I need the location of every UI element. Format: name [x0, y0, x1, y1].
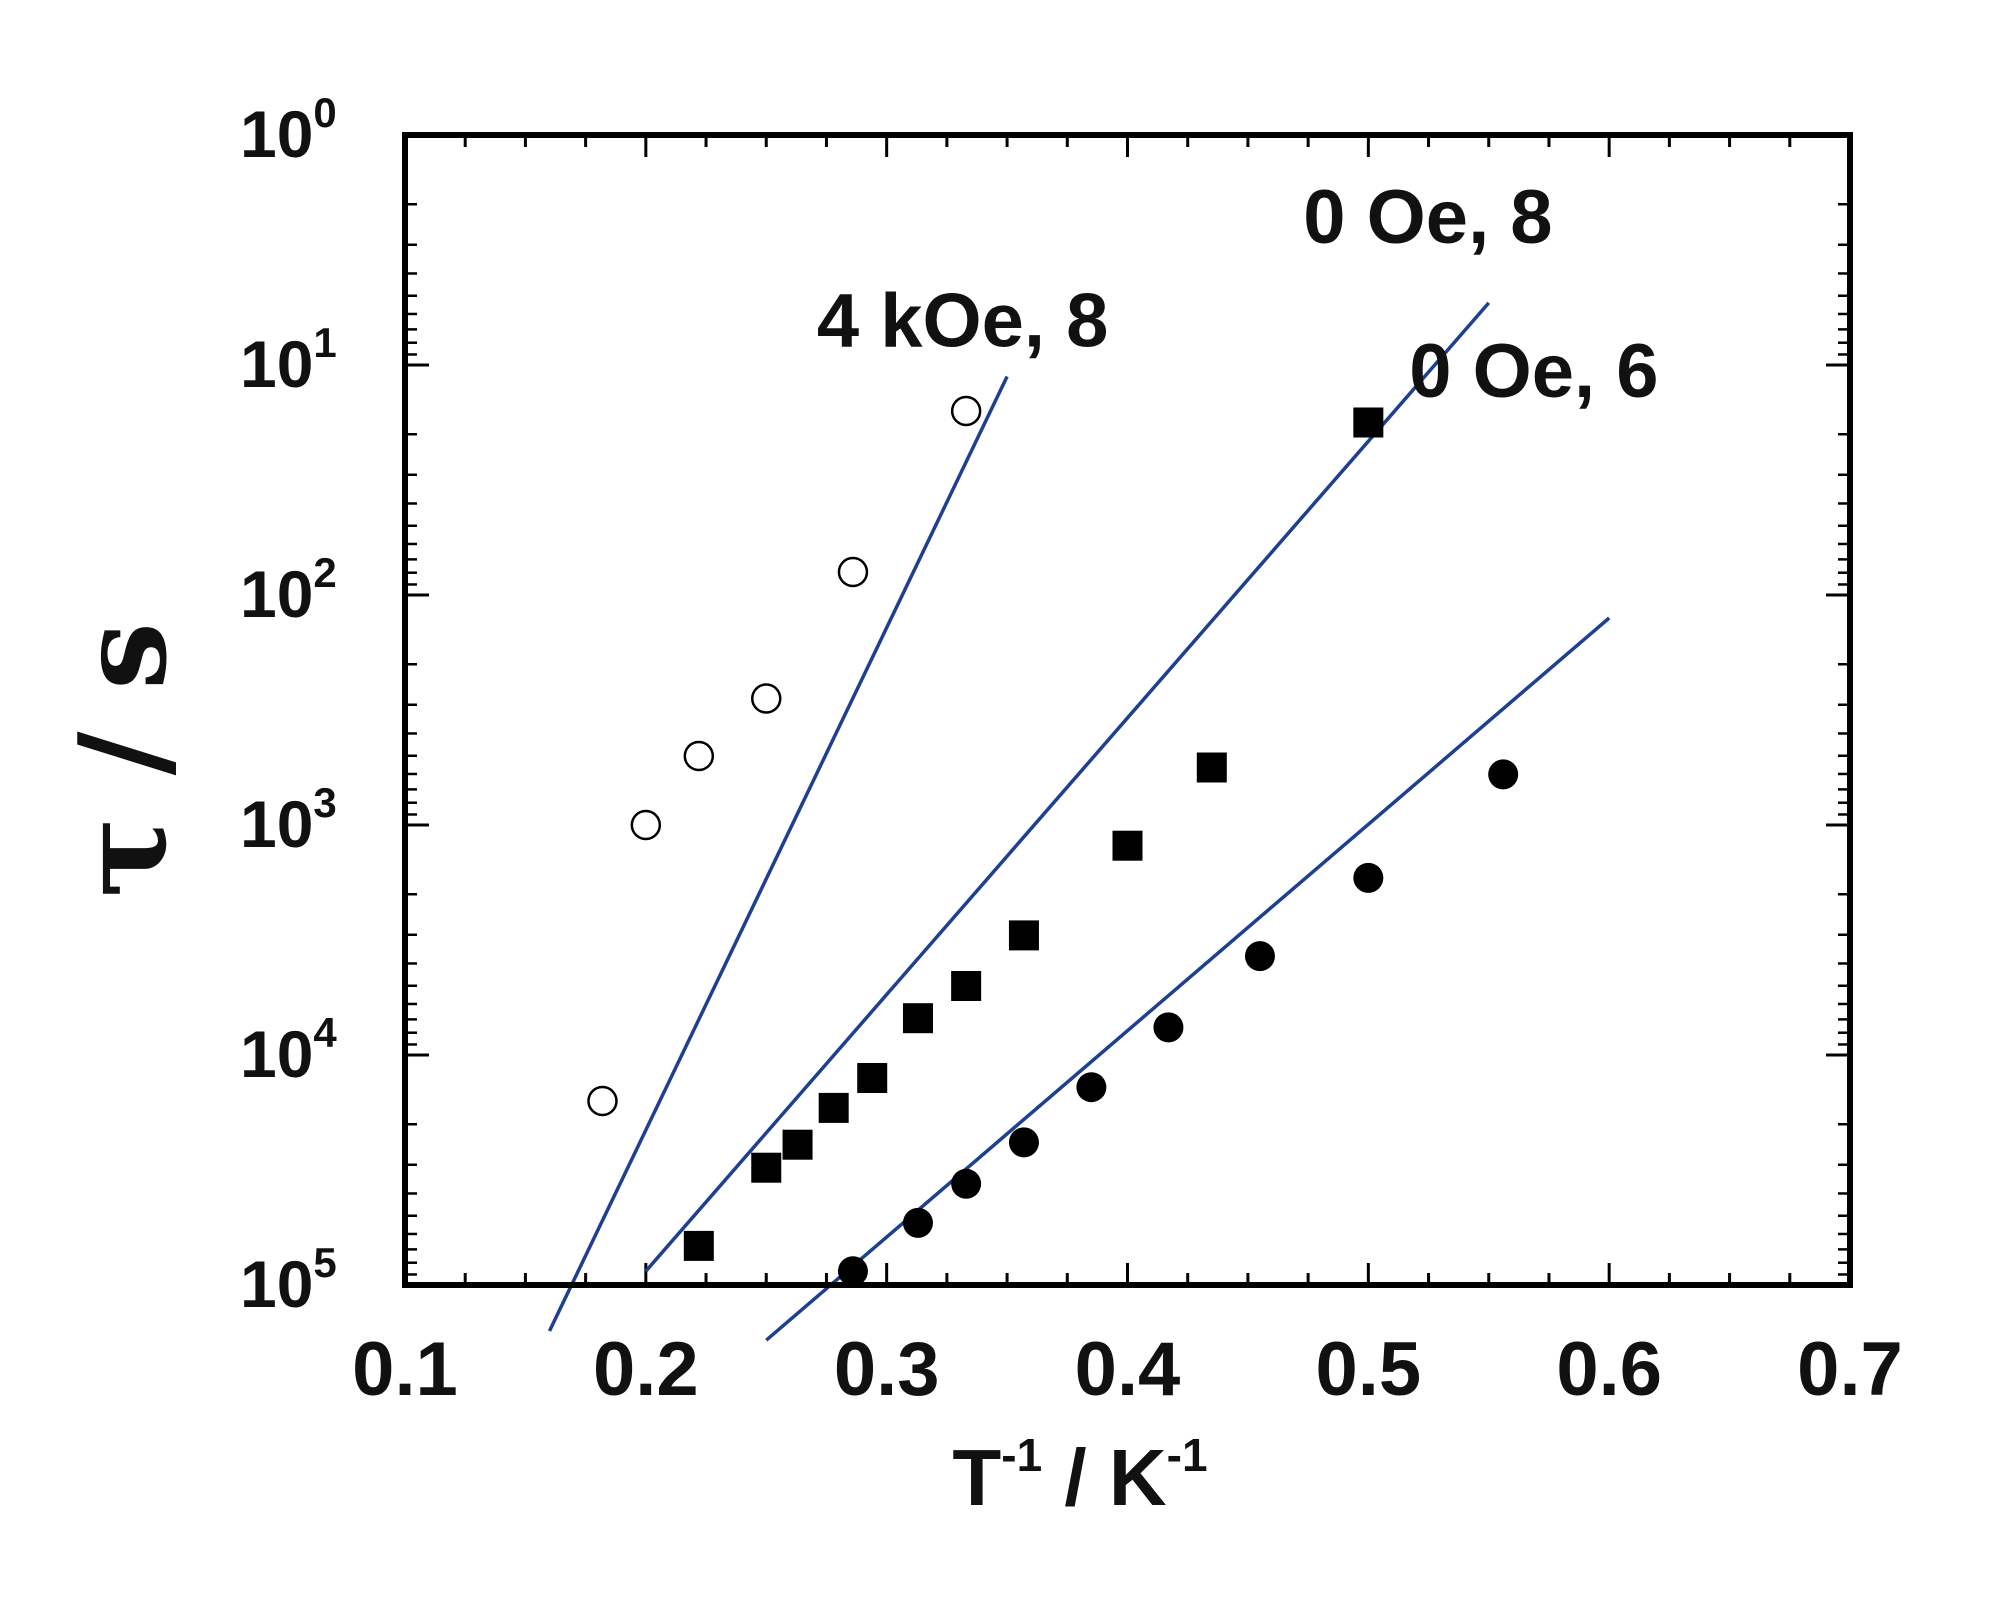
- open-circle-marker: [751, 683, 782, 714]
- x-tick-label: 0.2: [593, 1327, 699, 1412]
- fit-line: [765, 616, 1611, 1342]
- x-tick-labels: 0.1 0.2 0.3 0.4 0.5 0.6 0.7: [352, 1327, 1903, 1412]
- x-axis-title: T-1 / K-1: [952, 1429, 1207, 1522]
- series-annotation: 0 Oe, 6: [1409, 329, 1658, 414]
- y-tick-label: 100: [240, 89, 337, 171]
- square-marker: [1112, 830, 1143, 861]
- filled-circle-marker: [1488, 759, 1519, 790]
- square-marker: [1353, 407, 1384, 438]
- filled-circle-marker: [1008, 1127, 1039, 1158]
- square-marker: [857, 1063, 888, 1093]
- x-tick-label: 0.1: [352, 1327, 458, 1412]
- filled-circle-marker: [837, 1256, 868, 1287]
- data-points: [587, 395, 1519, 1287]
- filled-circle-marker: [1244, 941, 1275, 972]
- y-axis-title: τ / s: [53, 622, 194, 898]
- square-marker: [683, 1230, 714, 1261]
- open-circle-marker: [837, 556, 869, 588]
- square-marker: [782, 1129, 813, 1160]
- x-tick-label: 0.4: [1075, 1327, 1181, 1412]
- y-tick-label: 101: [240, 319, 337, 401]
- y-tick-label: 103: [240, 779, 337, 861]
- filled-circle-marker: [1353, 862, 1384, 893]
- filled-circle-marker: [902, 1207, 933, 1238]
- fit-line: [644, 301, 1491, 1273]
- series-annotations: 4 kOe, 8 0 Oe, 8 0 Oe, 6: [817, 175, 1659, 414]
- fit-line: [547, 375, 1009, 1332]
- x-tick-label: 0.7: [1797, 1327, 1903, 1412]
- square-marker: [951, 971, 982, 1001]
- square-marker: [1008, 920, 1039, 951]
- fit-lines: [547, 301, 1611, 1342]
- axis-ticks: [403, 133, 1852, 1287]
- series-annotation: 0 Oe, 8: [1303, 175, 1552, 260]
- y-tick-label: 102: [240, 549, 337, 631]
- filled-circle-marker: [1076, 1072, 1107, 1103]
- square-marker: [818, 1092, 849, 1123]
- y-tick-label: 104: [240, 1009, 337, 1091]
- square-marker: [751, 1152, 782, 1183]
- y-tick-label: 105: [240, 1239, 337, 1321]
- x-tick-label: 0.3: [834, 1327, 940, 1412]
- square-marker: [902, 1003, 933, 1034]
- open-circle-marker: [587, 1085, 618, 1117]
- x-tick-label: 0.5: [1316, 1327, 1422, 1412]
- x-tick-label: 0.6: [1556, 1327, 1662, 1412]
- open-circle-marker: [630, 809, 662, 841]
- open-circle-marker: [950, 395, 982, 427]
- series-annotation: 4 kOe, 8: [817, 279, 1109, 364]
- square-marker: [1196, 752, 1227, 783]
- filled-circle-marker: [951, 1168, 982, 1199]
- plot-frame: [402, 132, 1853, 1288]
- y-tick-labels: 100 101 102 103 104 105: [240, 89, 337, 1321]
- filled-circle-marker: [1153, 1012, 1184, 1043]
- open-circle-marker: [683, 740, 715, 772]
